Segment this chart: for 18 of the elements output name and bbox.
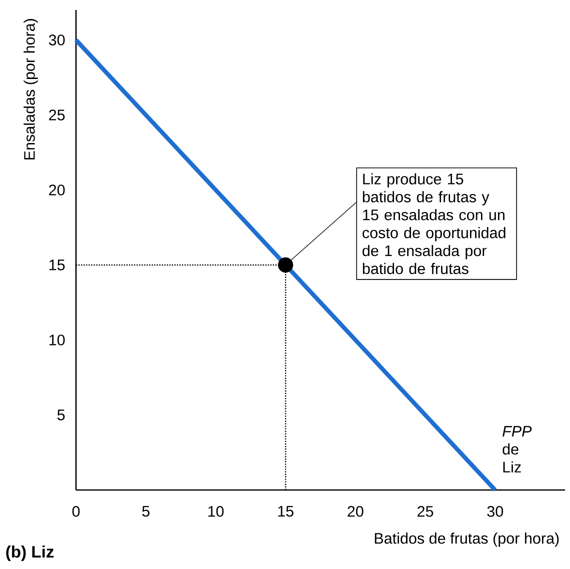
- x-axis-title: Batidos de frutas (por hora): [374, 532, 559, 547]
- y-tick-label: 5: [57, 410, 65, 420]
- x-tick-label: 20: [348, 506, 364, 517]
- y-tick-label: 30: [48, 34, 65, 46]
- y-axis-title: Ensaladas (por hora): [24, 18, 38, 160]
- y-tick-label: 25: [49, 110, 65, 120]
- x-tick-label: 10: [208, 506, 224, 517]
- x-tick-label: 5: [142, 506, 150, 517]
- x-tick-label: 15: [278, 506, 294, 517]
- y-tick-label: 10: [50, 334, 65, 346]
- x-tick-label: 0: [72, 506, 80, 517]
- y-tick-label: 20: [49, 184, 65, 196]
- x-tick-label: 30: [487, 506, 504, 517]
- text: (b) Liz: [6, 545, 54, 561]
- y-tick-label: 15: [50, 260, 65, 270]
- annotation: Liz produce 15 batidos de frutas y 15 ensaladas con un costo de oportunidad de 1 ensalada por batido de frutas: [362, 173, 506, 274]
- series-label: FPP de Liz: [502, 426, 532, 472]
- x-tick-label: 25: [418, 506, 434, 517]
